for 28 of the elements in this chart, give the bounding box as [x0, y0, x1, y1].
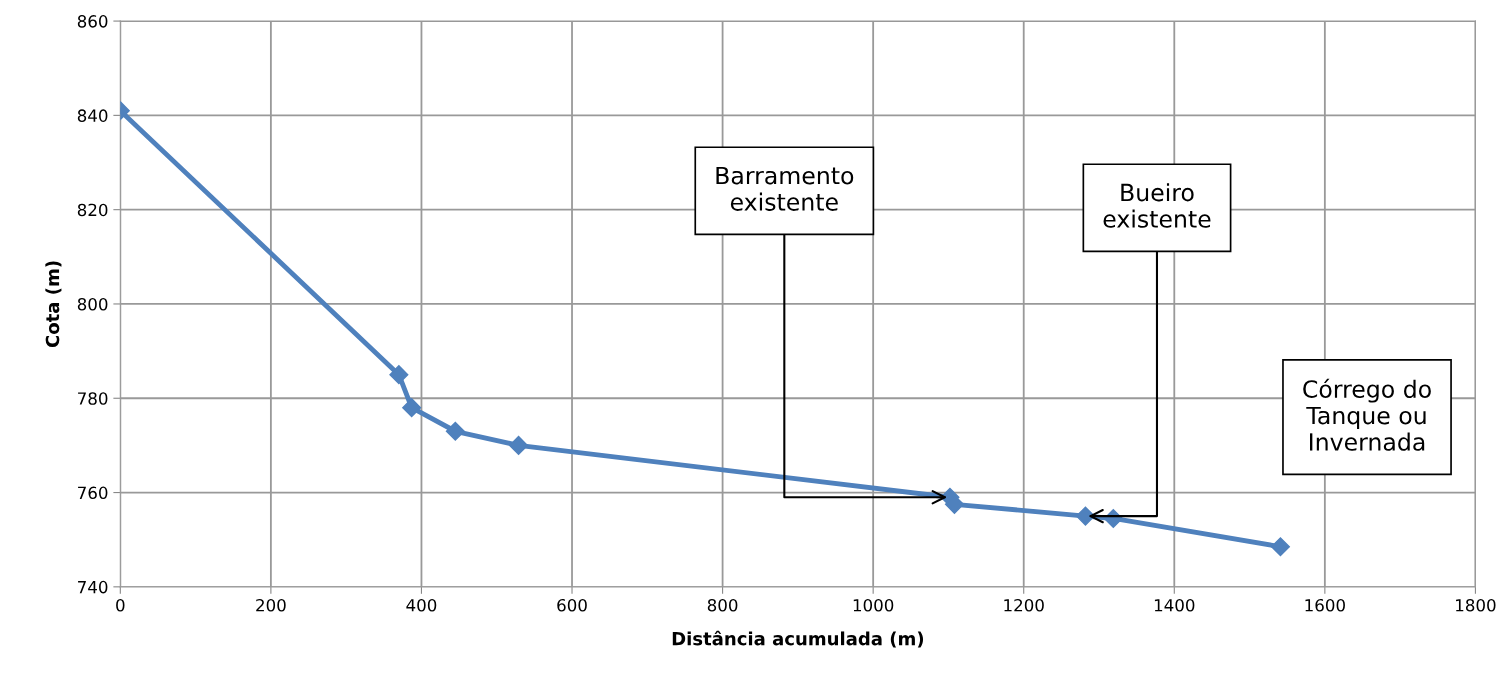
- y-tick-label: 860: [77, 15, 108, 28]
- x-tick-label: 800: [707, 598, 738, 612]
- annotation: Córrego do Tanque ou Invernada: [1303, 378, 1431, 451]
- y-tick-label: 740: [78, 580, 108, 594]
- y-tick-label: 820: [77, 203, 108, 217]
- x-tick-label: 400: [406, 598, 437, 612]
- point: [1270, 537, 1290, 557]
- annotation: Barramento existente: [716, 166, 854, 211]
- point: [509, 435, 529, 455]
- x-axis-title: Distância acumulada (m): [672, 630, 924, 648]
- point: [1075, 506, 1095, 526]
- x-tick-label: 600: [557, 598, 587, 612]
- y-tick-label: 840: [77, 109, 108, 122]
- x-tick-label: 200: [256, 598, 286, 612]
- x-tick-label: 1200: [1004, 598, 1044, 612]
- point: [389, 365, 409, 385]
- point: [402, 398, 422, 418]
- annotation: Bueiro existente: [1103, 183, 1211, 228]
- point: [445, 421, 465, 441]
- x-tick-label: 1600: [1305, 598, 1345, 612]
- y-tick-label: 760: [78, 486, 108, 500]
- x-tick-label: 1800: [1456, 598, 1496, 612]
- y-tick-label: 780: [78, 392, 108, 405]
- y-tick-label: 800: [77, 297, 108, 311]
- x-tick-label: 1400: [1154, 598, 1195, 612]
- y-axis-title: Cota (m): [45, 261, 62, 348]
- x-tick-label: 0: [116, 598, 125, 612]
- x-tick-label: 1000: [853, 598, 894, 612]
